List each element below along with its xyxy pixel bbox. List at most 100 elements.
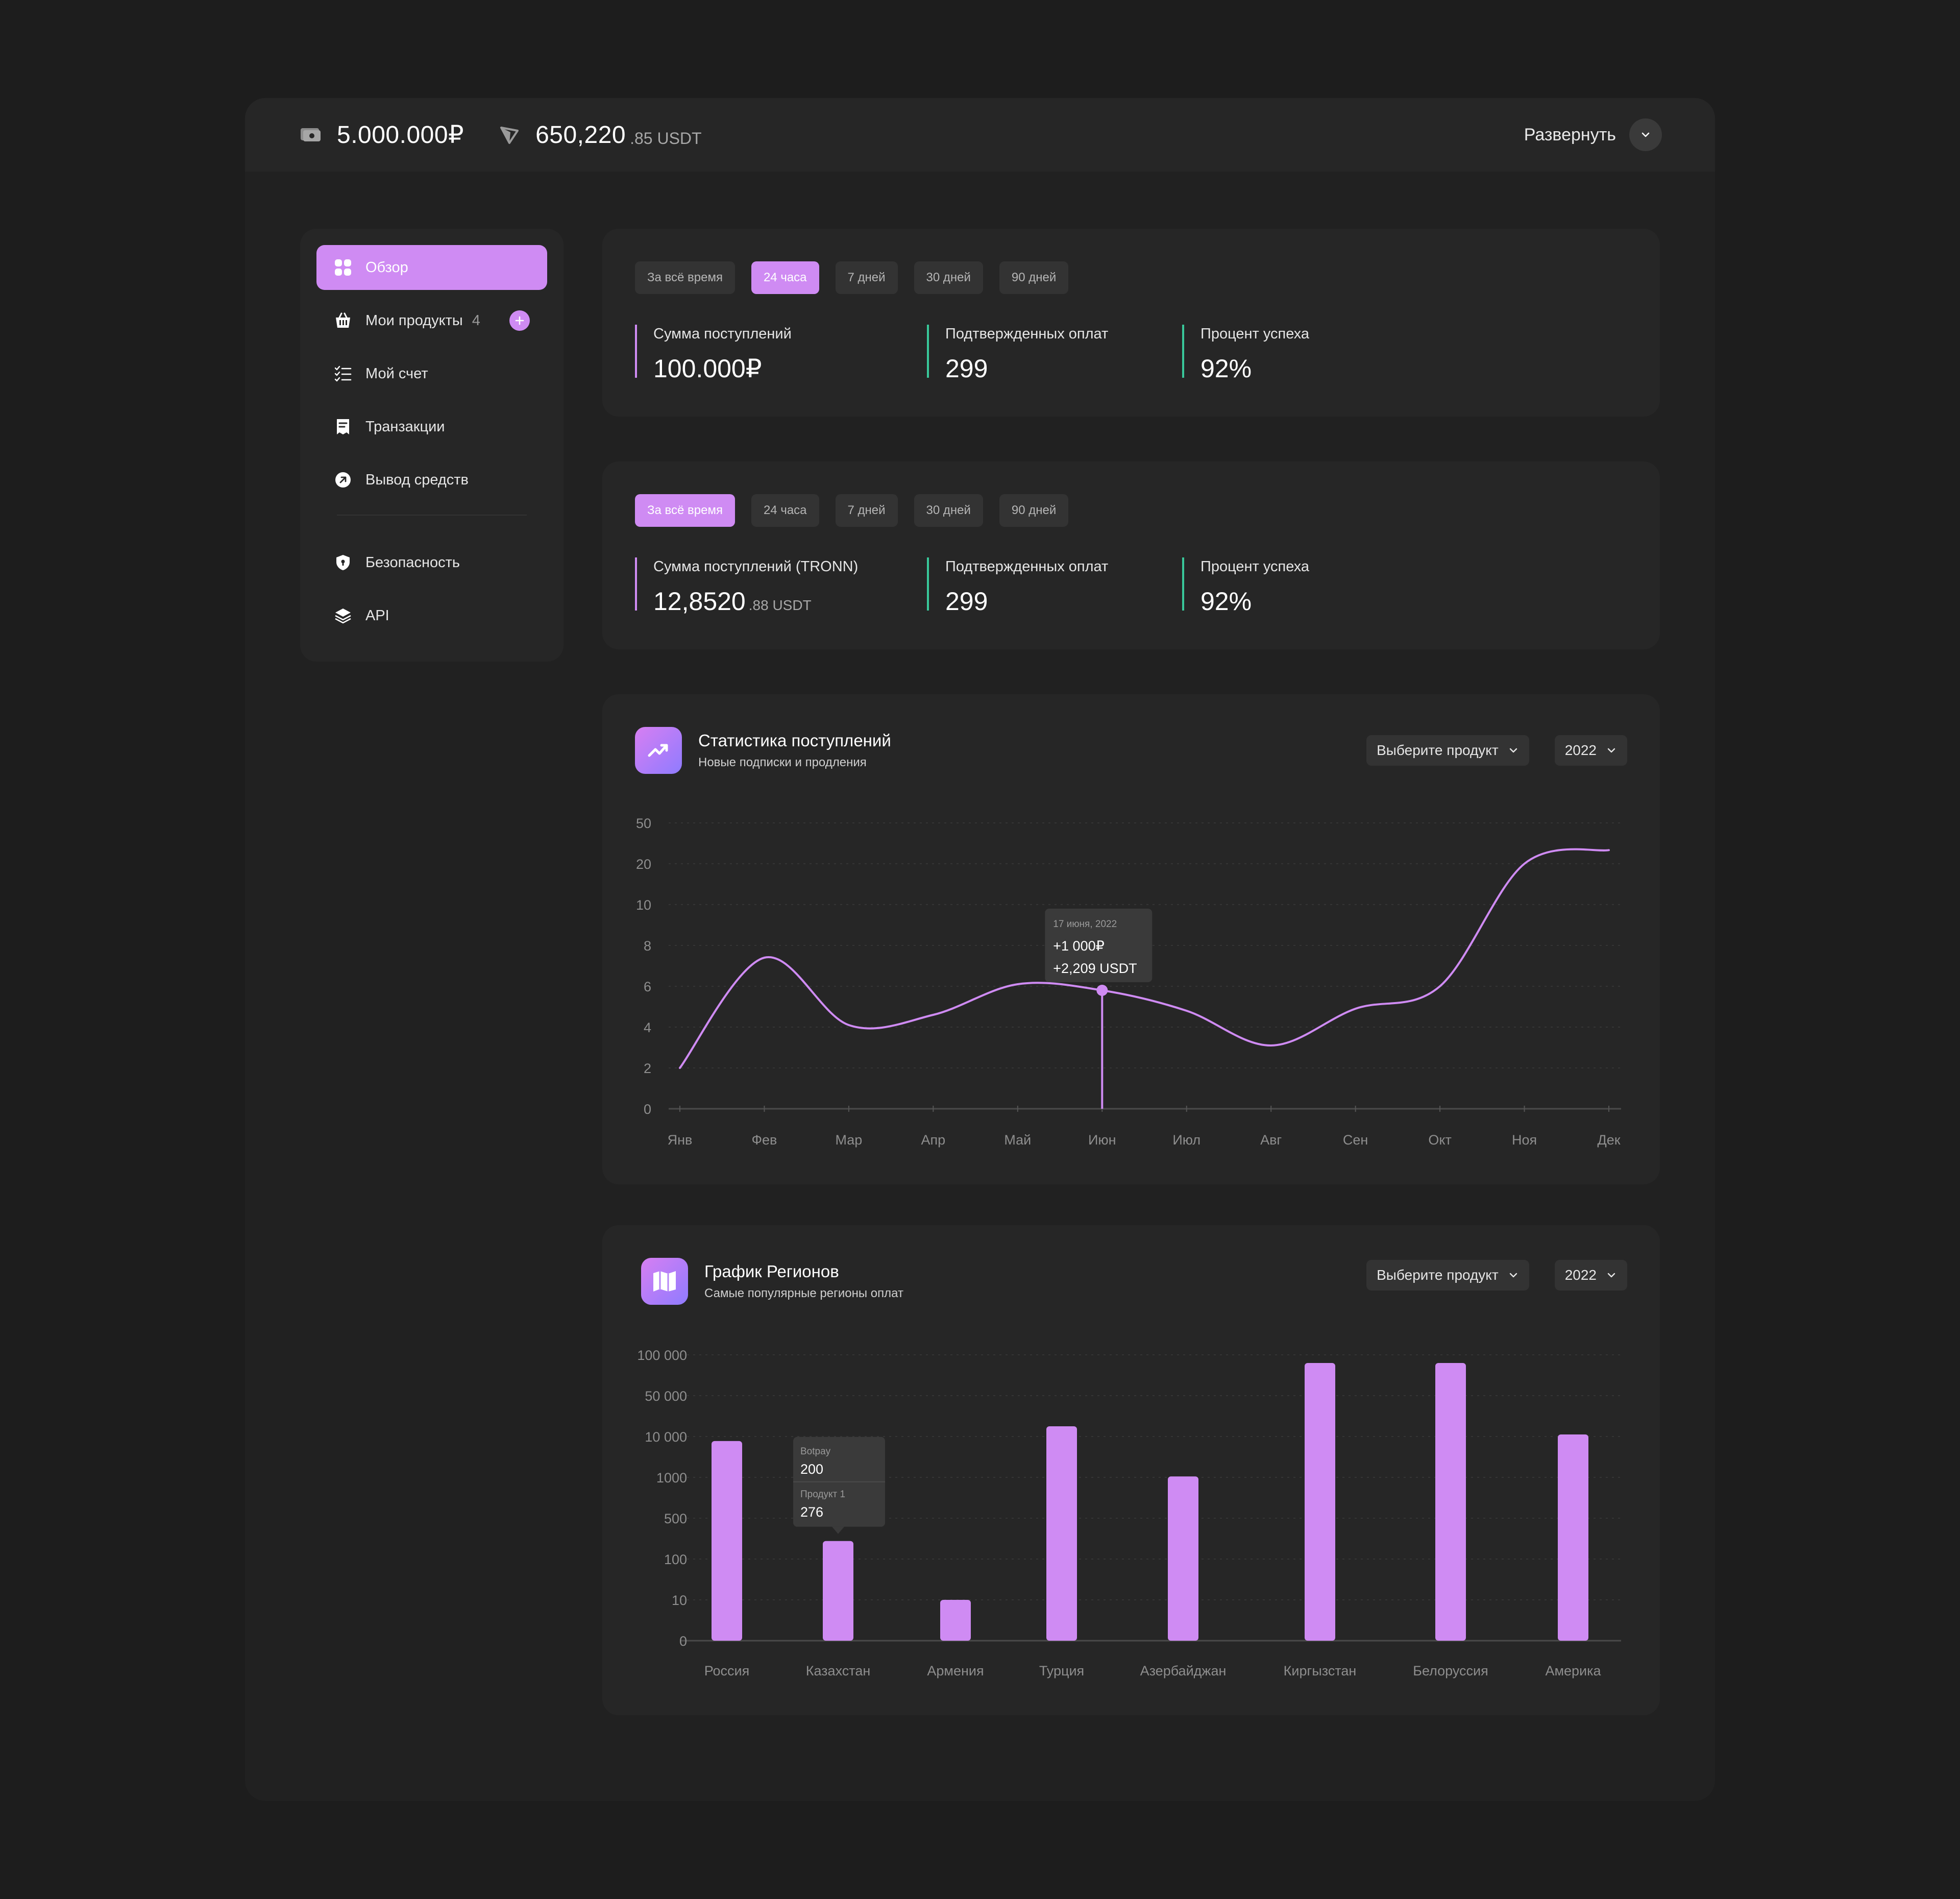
tab-24h[interactable]: 24 часа [751, 261, 819, 294]
tab-all-time[interactable]: За всё время [635, 494, 735, 527]
balance-usdt-decimals: .85 USDT [630, 129, 702, 148]
x-tick-label: Апр [921, 1132, 946, 1148]
stat-value: 92% [1200, 587, 1386, 616]
x-tick-label: Фев [752, 1132, 777, 1148]
x-tick-label: Россия [704, 1663, 750, 1678]
sidebar-item-label: Обзор [365, 259, 408, 276]
year-select[interactable]: 2022 [1554, 1260, 1627, 1291]
stat-label: Подтвержденных оплат [945, 326, 1109, 342]
tooltip-line2: +2,209 USDT [1053, 961, 1137, 976]
y-tick-label: 50 000 [645, 1389, 687, 1404]
tab-30d[interactable]: 30 дней [914, 261, 983, 294]
stat-value-main: 100.000₽ [653, 354, 762, 383]
summary-card-24h: За всё время 24 часа 7 дней 30 дней 90 д… [602, 229, 1660, 417]
product-select[interactable]: Выберите продукт [1366, 1260, 1529, 1291]
bar [823, 1541, 853, 1641]
stat-label: Сумма поступлений (TRONN) [653, 558, 859, 575]
sidebar-item-products[interactable]: Мои продукты 4 [316, 298, 547, 343]
year-select-value: 2022 [1564, 742, 1597, 758]
y-tick-label: 6 [644, 979, 651, 994]
grid-icon [334, 258, 352, 277]
x-tick-label: Турция [1039, 1663, 1084, 1678]
tooltip-label2: Продукт 1 [800, 1489, 845, 1500]
stat-income: Сумма поступлений 100.000₽ [635, 325, 927, 383]
add-product-button[interactable] [509, 310, 530, 331]
income-chart-card: Статистика поступлений Новые подписки и … [602, 694, 1660, 1184]
tab-90d[interactable]: 90 дней [999, 261, 1069, 294]
x-tick-label: Белоруссия [1413, 1663, 1488, 1678]
x-tick-label: Америка [1545, 1663, 1601, 1678]
stat-value: 12,8520 .88 USDT [653, 587, 927, 616]
x-tick-label: Дек [1597, 1132, 1620, 1148]
stat-label: Сумма поступлений [653, 326, 792, 342]
summary-card-all-time: За всё время 24 часа 7 дней 30 дней 90 д… [602, 461, 1660, 649]
basket-icon [334, 311, 352, 330]
balance-rub: 5.000.000₽ [300, 120, 464, 149]
chart-title: График Регионов [704, 1262, 839, 1281]
top-bar: 5.000.000₽ 650,220 .85 USDT Развернуть [245, 98, 1715, 172]
stat-value-main: 299 [945, 587, 988, 616]
sidebar-item-transactions[interactable]: Транзакции [316, 404, 547, 449]
balance-rub-amount: 5.000.000₽ [337, 121, 464, 149]
balance-usdt: 650,220 .85 USDT [499, 121, 702, 149]
stat-value-main: 92% [1200, 354, 1252, 383]
tab-30d[interactable]: 30 дней [914, 494, 983, 527]
sidebar-item-label: Мой счет [365, 365, 428, 382]
tooltip-box [1045, 909, 1153, 982]
x-tick-label: Ноя [1512, 1132, 1537, 1148]
y-tick-label: 0 [644, 1102, 651, 1117]
bar [1305, 1363, 1335, 1641]
tab-all-time[interactable]: За всё время [635, 261, 735, 294]
product-select[interactable]: Выберите продукт [1366, 735, 1529, 766]
stat-value-main: 92% [1200, 587, 1252, 616]
shield-icon [334, 553, 352, 572]
y-tick-label: 20 [636, 857, 651, 872]
sidebar-item-label: Безопасность [365, 554, 460, 571]
chart-filters: Выберите продукт 2022 [1341, 1260, 1627, 1291]
y-tick-label: 500 [664, 1511, 687, 1526]
stat-value: 299 [945, 354, 1182, 383]
y-tick-label: 100 [664, 1552, 687, 1567]
sidebar-item-api[interactable]: API [316, 593, 547, 638]
expand-toggle[interactable]: Развернуть [1524, 118, 1662, 151]
chevron-down-icon [1607, 748, 1615, 753]
sidebar-item-withdraw[interactable]: Вывод средств [316, 457, 547, 502]
expand-label: Развернуть [1524, 125, 1616, 144]
sidebar-item-label: API [365, 607, 389, 624]
sidebar-item-overview[interactable]: Обзор [316, 245, 547, 290]
x-tick-label: Авг [1260, 1132, 1282, 1148]
receipt-icon [334, 418, 352, 436]
y-tick-label: 4 [644, 1020, 651, 1035]
x-tick-label: Май [1004, 1132, 1031, 1148]
series-line [679, 848, 1610, 1069]
expand-button[interactable] [1629, 118, 1662, 151]
stats-row: Сумма поступлений (TRONN) 12,8520 .88 US… [635, 557, 1386, 616]
sidebar-item-account[interactable]: Мой счет [316, 351, 547, 396]
tron-icon [499, 124, 520, 145]
stat-value-main: 299 [945, 354, 988, 383]
tab-7d[interactable]: 7 дней [835, 261, 898, 294]
checklist-icon [334, 364, 352, 383]
tab-7d[interactable]: 7 дней [835, 494, 898, 527]
x-tick-label: Киргызстан [1284, 1663, 1357, 1678]
x-tick-label: Армения [927, 1663, 984, 1678]
tooltip-label1: Botpay [800, 1446, 831, 1457]
x-tick-label: Азербайджан [1140, 1663, 1227, 1678]
income-chart-header: Статистика поступлений Новые подписки и … [635, 727, 891, 774]
chevron-down-icon [1641, 132, 1650, 137]
map-icon [641, 1258, 688, 1305]
income-line-chart: 0 2 4 6 8 10 20 50 Янв Фев Мар Апр Май Июн Июл Авг Сен Ок… [636, 816, 1621, 1148]
app-window: 5.000.000₽ 650,220 .85 USDT Развернуть О… [245, 98, 1715, 1801]
sidebar-item-label: Транзакции [365, 418, 445, 435]
x-tick-label: Окт [1428, 1132, 1451, 1148]
plus-icon [515, 316, 524, 325]
regions-chart-card: График Регионов Самые популярные регионы… [602, 1225, 1660, 1715]
balance-usdt-amount: 650,220 [535, 121, 626, 149]
chevron-down-icon [1607, 1273, 1615, 1278]
sidebar-item-security[interactable]: Безопасность [316, 540, 547, 585]
tab-24h[interactable]: 24 часа [751, 494, 819, 527]
year-select[interactable]: 2022 [1554, 735, 1627, 766]
regions-chart-header: График Регионов Самые популярные регионы… [641, 1258, 903, 1305]
tab-90d[interactable]: 90 дней [999, 494, 1069, 527]
chart-title: Статистика поступлений [698, 731, 891, 750]
